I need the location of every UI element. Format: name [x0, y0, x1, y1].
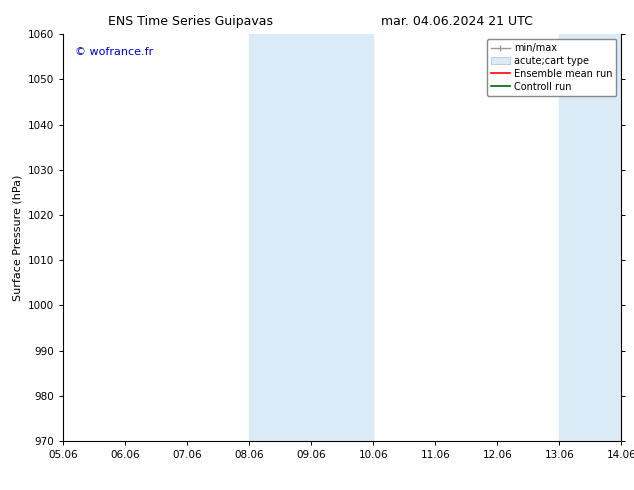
Y-axis label: Surface Pressure (hPa): Surface Pressure (hPa)	[13, 174, 23, 301]
Bar	[559, 34, 621, 441]
Legend: min/max, acute;cart type, Ensemble mean run, Controll run: min/max, acute;cart type, Ensemble mean …	[487, 39, 616, 96]
Text: mar. 04.06.2024 21 UTC: mar. 04.06.2024 21 UTC	[380, 15, 533, 28]
Text: ENS Time Series Guipavas: ENS Time Series Guipavas	[108, 15, 273, 28]
Bar	[249, 34, 373, 441]
Text: © wofrance.fr: © wofrance.fr	[75, 47, 153, 56]
